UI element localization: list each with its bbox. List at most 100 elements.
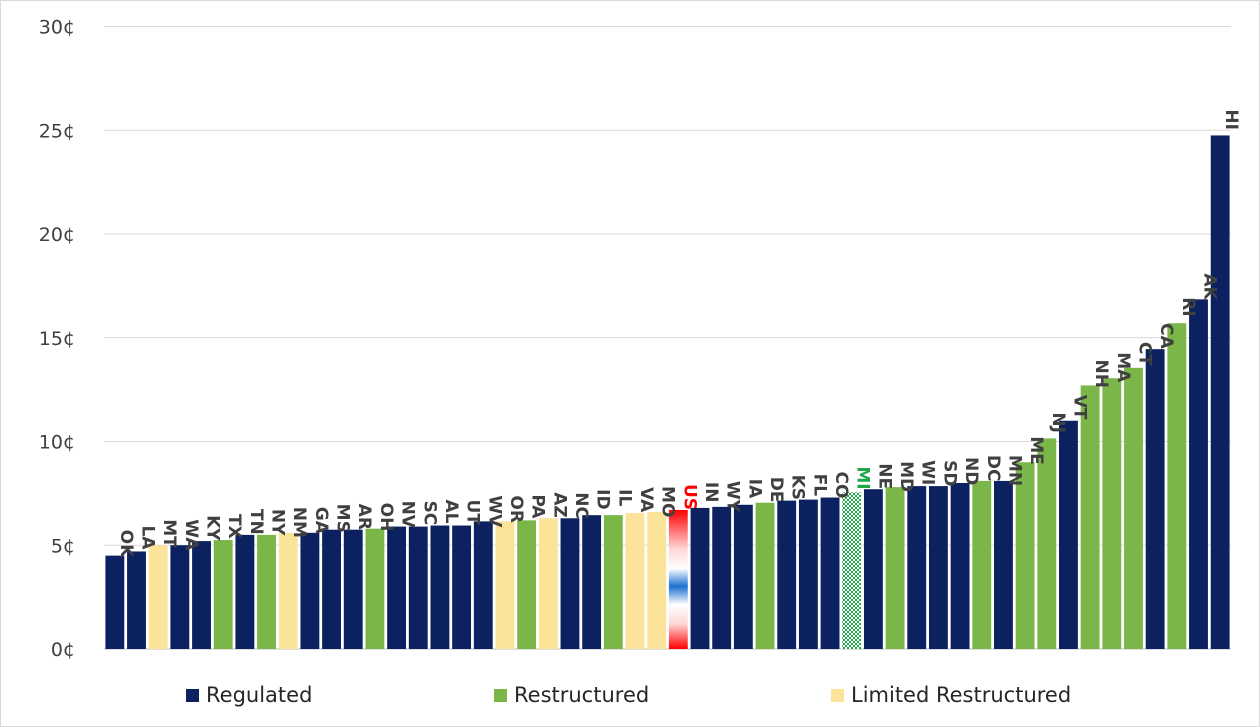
- y-tick-label: 15¢: [39, 328, 75, 350]
- bar-nj: [1037, 438, 1057, 649]
- bar-va: [625, 513, 645, 649]
- bar-label-ri: RI: [1178, 297, 1198, 316]
- bar-az: [538, 518, 558, 649]
- bar-label-sc: SC: [419, 501, 439, 526]
- bar-mt: [148, 545, 168, 649]
- bar-nc: [560, 518, 580, 649]
- bar-label-id: ID: [593, 489, 613, 509]
- bar-vt: [1059, 420, 1078, 649]
- bar-label-mo: MO: [658, 486, 678, 517]
- legend-swatch-limited-restructured: [831, 688, 844, 702]
- bar-wy: [712, 506, 732, 649]
- bar-fl: [798, 499, 818, 649]
- bar-label-ok: OK: [116, 530, 136, 558]
- bar-label-az: AZ: [549, 492, 569, 517]
- bar-label-co: CO: [831, 472, 851, 499]
- bar-label-ky: KY: [203, 515, 223, 541]
- bar-co: [820, 497, 840, 649]
- bar-tn: [235, 534, 255, 649]
- bar-label-ak: AK: [1199, 273, 1219, 300]
- bar-ma: [1102, 378, 1122, 649]
- bar-la: [127, 551, 146, 649]
- legend-swatch-regulated: [186, 688, 199, 702]
- bar-dc: [972, 480, 992, 649]
- bar-ne: [863, 489, 883, 649]
- bar-ms: [322, 529, 341, 649]
- bar-label-fl: FL: [809, 474, 829, 497]
- category-labels: OK LA MT WA KY TX TN NY NM GA MS AR OH NV SC AL UT WV OR PA…: [116, 109, 1241, 558]
- bar-label-dc: DC: [983, 455, 1003, 482]
- legend-item-restructured: Restructured: [494, 683, 649, 707]
- bar-label-la: LA: [138, 525, 158, 550]
- bar-label-wi: WI: [918, 460, 938, 485]
- bar-ri: [1167, 323, 1187, 649]
- bar-chart: 0¢ 5¢ 10¢ 15¢ 20¢ 25¢ 30¢ OK LA MT WA KY TX TN NY NM GA…: [39, 17, 1241, 662]
- bar-wa: [170, 545, 190, 649]
- bar-label-nv: NV: [398, 501, 418, 529]
- bar-sd: [928, 486, 948, 649]
- bar-label-nm: NM: [289, 507, 309, 538]
- legend-item-regulated: Regulated: [186, 683, 312, 707]
- bar-label-wv: WV: [484, 495, 504, 528]
- bar-al: [430, 525, 450, 649]
- bar-wi: [907, 486, 927, 649]
- bar-label-il: IL: [614, 489, 634, 506]
- bar-label-nj: NJ: [1048, 412, 1068, 433]
- bar-md: [885, 487, 905, 649]
- bar-label-me: ME: [1026, 436, 1046, 465]
- y-tick-label: 25¢: [39, 120, 75, 142]
- bar-ny: [257, 534, 276, 649]
- bar-pa: [517, 520, 537, 649]
- bar-label-sd: SD: [939, 460, 959, 486]
- bar-id: [582, 515, 602, 649]
- bar-ar: [343, 529, 363, 649]
- bar-label-nd: ND: [961, 457, 981, 485]
- bar-mn: [994, 480, 1013, 649]
- bar-label-pa: PA: [528, 494, 548, 519]
- bar-de: [755, 502, 775, 649]
- bar-label-va: VA: [636, 487, 656, 513]
- y-tick-label: 20¢: [39, 224, 75, 246]
- bar-label-mt: MT: [159, 519, 179, 548]
- bar-label-wa: WA: [181, 519, 201, 551]
- bar-label-mn: MN: [1004, 455, 1024, 486]
- bar-hi: [1210, 135, 1230, 649]
- bars: [105, 135, 1230, 649]
- bar-label-ar: AR: [354, 504, 374, 530]
- bar-label-in: IN: [701, 482, 721, 503]
- bar-label-us: US: [679, 484, 699, 510]
- bar-oh: [365, 528, 385, 649]
- bar-ut: [452, 525, 472, 649]
- bar-tx: [213, 540, 233, 649]
- bar-label-tn: TN: [246, 509, 266, 535]
- bar-label-hi: HI: [1221, 109, 1241, 130]
- bar-label-al: AL: [441, 500, 461, 524]
- bar-label-ny: NY: [268, 509, 288, 536]
- bar-label-ma: MA: [1113, 352, 1133, 383]
- legend-label-regulated: Regulated: [206, 683, 313, 707]
- legend-label-restructured: Restructured: [514, 683, 650, 707]
- bar-label-wy: WY: [723, 481, 743, 513]
- bar-label-ms: MS: [333, 504, 353, 533]
- bar-or: [495, 521, 515, 649]
- bar-label-ut: UT: [463, 500, 483, 526]
- bar-label-de: DE: [766, 477, 786, 503]
- bar-il: [603, 515, 623, 649]
- legend-swatch-restructured: [494, 688, 507, 702]
- bar-us: [668, 509, 688, 649]
- bar-nd: [950, 483, 970, 649]
- bar-sc: [408, 526, 428, 649]
- bar-label-or: OR: [506, 495, 526, 523]
- bar-ct: [1124, 367, 1143, 649]
- bar-label-tx: TX: [224, 514, 244, 539]
- bar-ga: [300, 532, 320, 649]
- y-tick-label: 0¢: [51, 639, 75, 661]
- bar-label-ca: CA: [1156, 323, 1176, 349]
- bar-label-nc: NC: [571, 492, 591, 519]
- bar-ak: [1189, 299, 1208, 649]
- bar-nh: [1080, 385, 1100, 649]
- bar-mo: [647, 512, 667, 649]
- bar-label-ga: GA: [311, 507, 331, 535]
- bar-mi: [842, 492, 862, 649]
